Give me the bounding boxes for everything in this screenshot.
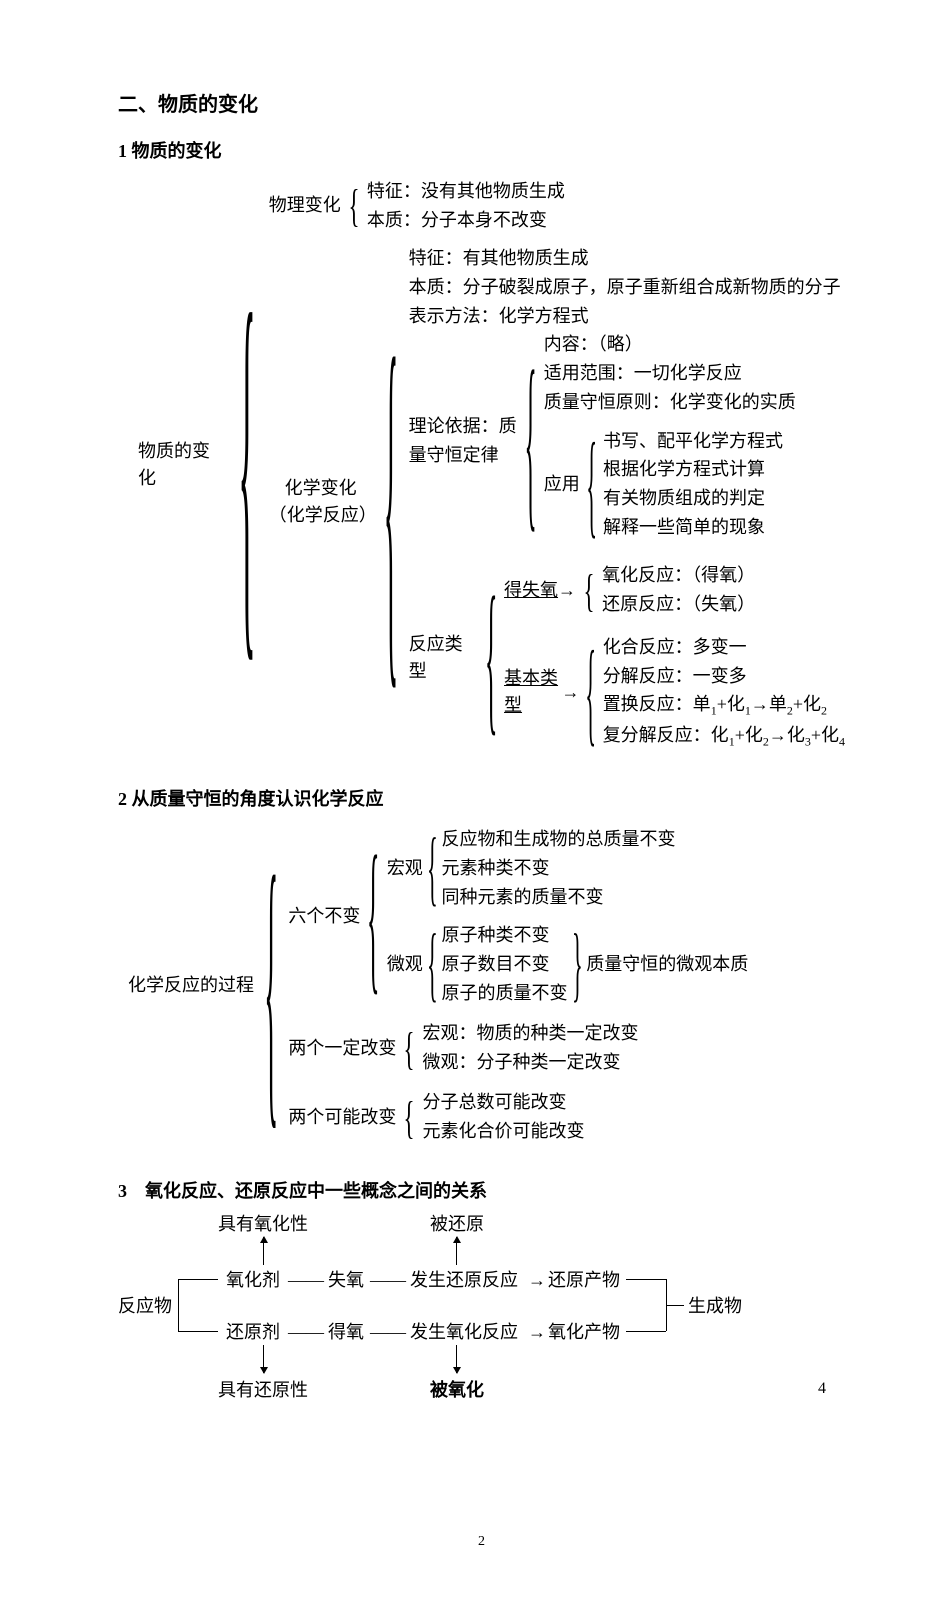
sec2-heading: 2 从质量守恒的角度认识化学反应 [118,786,845,813]
six-label: 六个不变 [288,903,360,930]
text: 适用范围：一切化学反应 [544,359,796,388]
text: 反应物和生成物的总质量不变 [442,825,676,854]
text: 特征：有其他物质生成 [409,244,845,273]
arrow-up-icon [263,1237,264,1265]
text: 质量守恒原则：化学变化的实质 [544,388,796,417]
brace-icon: { [485,531,497,785]
brace-icon: { [586,397,597,573]
sec3-flowchart: 具有氧化性 被还原 反应物 氧化剂 —— 失氧 —— 发生还原反应 → 还原产物… [148,1211,848,1421]
node: 被还原 [430,1211,484,1238]
brace-icon: { [348,171,359,240]
text: 书写、配平化学方程式 [603,427,783,456]
text: 内容：（略） [544,330,796,359]
dash: —— [370,1319,406,1346]
text: 本质：分子破裂成原子，原子重新组合成新物质的分子 [409,273,845,302]
brace-icon: { [427,902,438,1027]
sec3-heading: 3 氧化反应、还原反应中一些概念之间的关系 [118,1178,845,1205]
arrow-right-icon: → [528,1267,546,1294]
text: 有关物质组成的判定 [603,484,783,513]
sec2-root: 化学反应的过程 [128,972,254,999]
text: 氧化反应：（得氧） [602,561,755,590]
brace-icon: { [404,1083,415,1152]
text: 宏观：物质的种类一定改变 [423,1019,639,1048]
two-may-label: 两个可能改变 [288,1104,396,1131]
page-number: 2 [118,1531,845,1552]
arrow-up-icon [456,1237,457,1265]
text: 复分解反应：化1+化2→化3+化4 [603,721,845,752]
node: 还原产物 [548,1267,620,1294]
physical-label: 物理变化 [269,192,341,219]
brace-icon: { [404,1014,415,1083]
brace-close-icon: } [572,902,583,1027]
brace-icon: { [264,756,278,1215]
node: 生成物 [688,1293,742,1320]
text: 解释一些简单的现象 [603,513,783,542]
text: 原子数目不变 [442,950,568,979]
brace-icon: { [383,202,397,802]
basic-label: 基本类型 [504,665,561,719]
node: 氧化剂 [226,1267,280,1294]
node: 还原剂 [226,1319,280,1346]
node: 得氧 [328,1319,364,1346]
text: 表示方法：化学方程式 [409,302,845,331]
text: 分解反应：一变多 [603,662,845,691]
chemical-label: 化学变化 [285,475,357,502]
line [626,1279,666,1280]
arrow-right-icon: → [558,577,576,604]
node: 反应物 [118,1293,172,1320]
dash: —— [288,1319,324,1346]
macro-label: 宏观 [387,855,423,882]
sec1-root: 物质的变化 [138,438,225,492]
theory-label1: 理论依据：质 [409,412,517,441]
arrow-right-icon: → [528,1319,546,1346]
text: 微观：分子种类一定改变 [423,1048,639,1077]
arrow-down-icon [263,1345,264,1373]
brace-icon: { [238,150,255,780]
page-title: 二、物质的变化 [118,90,845,120]
text: 同种元素的质量不变 [442,883,676,912]
theory-label2: 量守恒定律 [409,441,517,470]
node: 具有氧化性 [218,1211,308,1238]
node: 被氧化 [430,1377,484,1404]
node: 失氧 [328,1267,364,1294]
sec1-heading: 1 物质的变化 [118,138,845,165]
line [666,1305,684,1306]
text: 根据化学方程式计算 [603,455,783,484]
line [178,1279,218,1280]
line [626,1331,666,1332]
micro-note: 质量守恒的微观本质 [586,951,748,978]
text: 原子的质量不变 [442,979,568,1008]
brace-icon: { [524,294,536,588]
text: 元素种类不变 [442,854,676,883]
apply-label: 应用 [544,471,580,498]
node: 发生氧化反应 [410,1319,518,1346]
line [178,1331,218,1332]
text: 还原反应：（失氧） [602,590,755,619]
text: 化合反应：多变一 [603,633,845,662]
line [178,1279,179,1331]
chemical-label2: （化学反应） [269,502,373,529]
node: 发生还原反应 [410,1267,518,1294]
node: 氧化产物 [548,1319,620,1346]
types-label: 反应类型 [409,631,478,685]
arrow-down-icon [456,1345,457,1373]
micro-label: 微观 [387,951,423,978]
text: 原子种类不变 [442,921,568,950]
dash: —— [288,1267,324,1294]
text: 元素化合价可能改变 [423,1117,585,1146]
brace-icon: { [586,605,597,781]
brace-icon: { [367,790,379,1044]
node: 具有还原性 [218,1377,308,1404]
two-must-label: 两个一定改变 [288,1035,396,1062]
dash: —— [370,1267,406,1294]
arrow-right-icon: → [561,679,579,706]
text: 置换反应：单1+化1→单2+化2 [603,690,845,721]
text: 分子总数可能改变 [423,1088,585,1117]
